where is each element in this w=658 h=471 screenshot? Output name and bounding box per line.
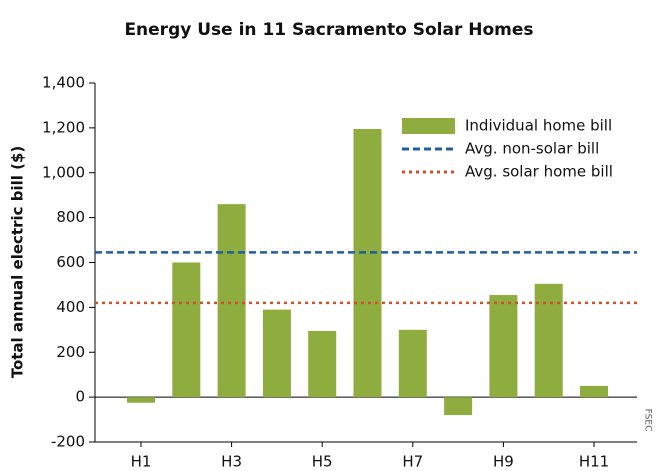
bar: [127, 397, 155, 403]
bar: [398, 329, 427, 398]
bar: [353, 128, 382, 398]
source-note: FSEC: [643, 409, 653, 432]
bar: [580, 385, 608, 398]
y-tick-label: 600: [56, 253, 85, 271]
y-tick-label: 1,400: [42, 74, 85, 92]
y-tick-label: 0: [75, 388, 85, 406]
bar: [444, 397, 473, 416]
y-axis-label: Total annual electric bill ($): [9, 146, 27, 379]
legend-label: Individual home bill: [465, 117, 612, 135]
y-tick-label: 200: [56, 343, 85, 361]
legend-swatch: [402, 118, 455, 134]
legend-label: Avg. solar home bill: [465, 163, 613, 181]
x-tick-label: H3: [221, 453, 242, 471]
y-tick-label: 800: [56, 208, 85, 226]
bar: [217, 204, 246, 398]
bar: [489, 295, 518, 398]
y-tick-label: 1,200: [42, 118, 85, 136]
chart-title: Energy Use in 11 Sacramento Solar Homes: [124, 20, 533, 40]
x-tick-label: H9: [493, 453, 514, 471]
bar: [262, 309, 291, 398]
x-tick-label: H11: [579, 453, 609, 471]
y-tick-label: -200: [51, 433, 85, 451]
bar: [308, 330, 337, 398]
bar: [534, 283, 563, 398]
y-tick-label: 1,000: [42, 163, 85, 181]
legend-label: Avg. non-solar bill: [465, 140, 599, 158]
x-tick-label: H1: [131, 453, 152, 471]
y-tick-label: 400: [56, 298, 85, 316]
x-tick-label: H7: [402, 453, 423, 471]
x-tick-label: H5: [312, 453, 333, 471]
bar: [172, 262, 201, 398]
